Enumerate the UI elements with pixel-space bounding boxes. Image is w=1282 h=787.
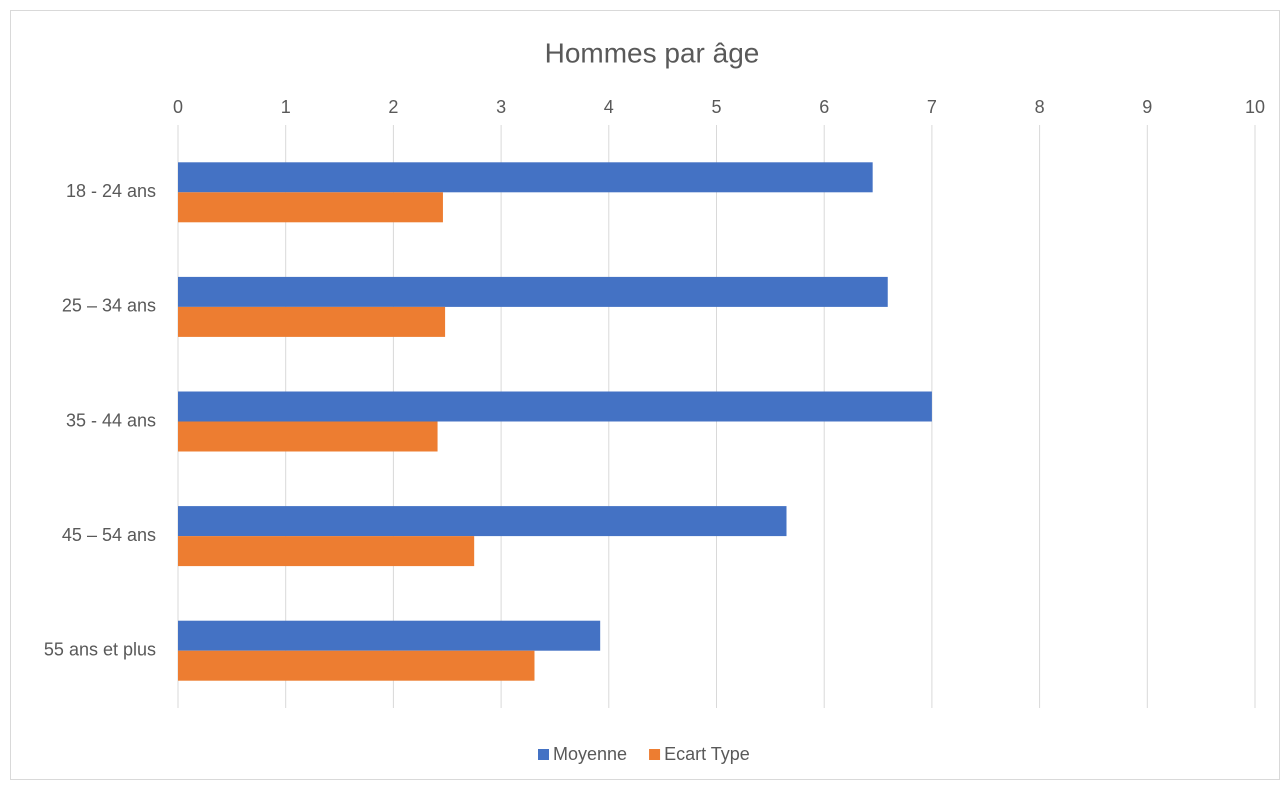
- x-tick-label: 7: [927, 97, 937, 117]
- y-tick-label: 25 – 34 ans: [62, 296, 156, 316]
- bar: [178, 391, 932, 422]
- legend-label: Moyenne: [553, 744, 627, 764]
- y-tick-label: 55 ans et plus: [44, 639, 156, 659]
- x-tick-label: 2: [388, 97, 398, 117]
- bar: [178, 650, 535, 681]
- bar: [178, 620, 601, 651]
- bar: [178, 536, 475, 567]
- bar: [178, 306, 446, 337]
- y-tick-label: 35 - 44 ans: [66, 410, 156, 430]
- bar: [178, 506, 787, 537]
- y-tick-label: 18 - 24 ans: [66, 181, 156, 201]
- bar: [178, 276, 888, 307]
- x-tick-label: 1: [281, 97, 291, 117]
- x-tick-label: 8: [1035, 97, 1045, 117]
- x-tick-label: 4: [604, 97, 614, 117]
- bar: [178, 162, 873, 193]
- bar: [178, 192, 443, 223]
- x-tick-label: 10: [1245, 97, 1265, 117]
- x-tick-label: 5: [711, 97, 721, 117]
- chart-title: Hommes par âge: [545, 37, 760, 68]
- legend-swatch: [649, 749, 661, 760]
- legend-label: Ecart Type: [664, 744, 750, 764]
- x-tick-label: 9: [1142, 97, 1152, 117]
- x-tick-label: 3: [496, 97, 506, 117]
- bar: [178, 421, 438, 452]
- x-tick-label: 0: [173, 97, 183, 117]
- legend-swatch: [538, 749, 549, 760]
- y-tick-label: 45 – 54 ans: [62, 525, 156, 545]
- x-tick-label: 6: [819, 97, 829, 117]
